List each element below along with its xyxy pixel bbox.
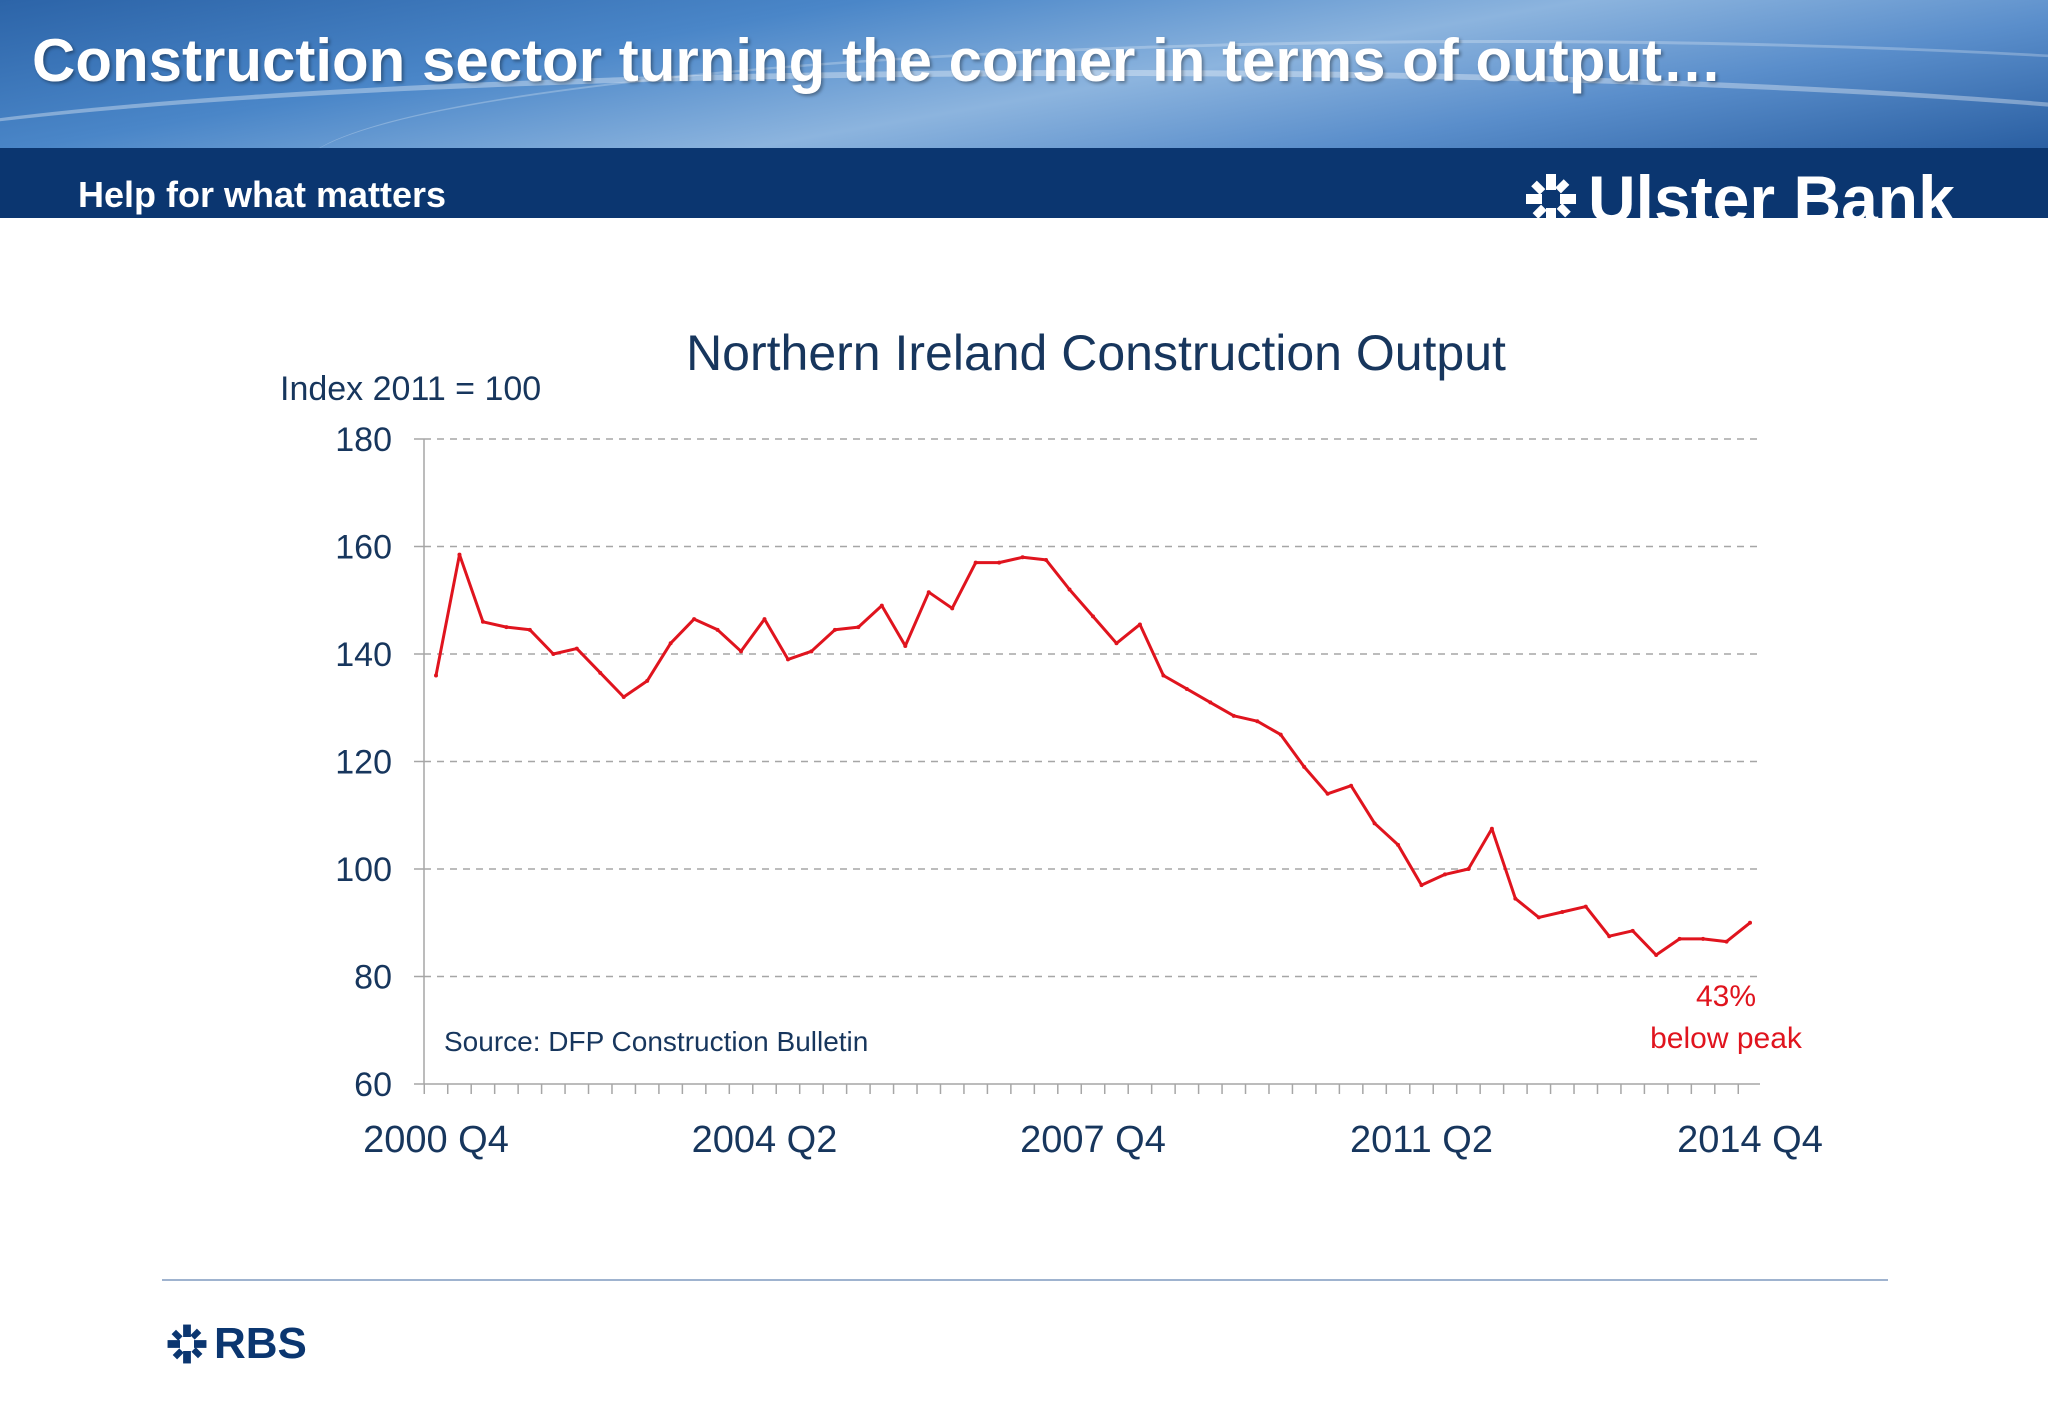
data-point xyxy=(1020,555,1025,560)
data-point xyxy=(1630,928,1635,933)
chart-title: Northern Ireland Construction Output xyxy=(686,325,1506,381)
x-tick-label: 2004 Q2 xyxy=(692,1119,838,1161)
data-point xyxy=(1419,883,1424,888)
data-point xyxy=(574,646,579,651)
data-point xyxy=(739,649,744,654)
data-point xyxy=(903,643,908,648)
x-tick-label: 2014 Q4 xyxy=(1677,1119,1823,1161)
data-point xyxy=(1372,821,1377,826)
y-tick-label: 100 xyxy=(335,851,392,889)
ulster-bank-logo: Ulster Bank xyxy=(1524,166,1955,218)
data-point xyxy=(1184,686,1189,691)
data-point xyxy=(950,606,955,611)
data-point xyxy=(856,625,861,630)
daisy-wheel-icon xyxy=(167,1324,207,1364)
data-point xyxy=(480,619,485,624)
rbs-logo: RBS xyxy=(166,1322,307,1366)
header-banner xyxy=(0,0,2048,148)
data-point xyxy=(1724,939,1729,944)
data-point xyxy=(1255,719,1260,724)
data-point xyxy=(1677,936,1682,941)
x-tick-label: 2000 Q4 xyxy=(363,1119,509,1161)
data-point xyxy=(457,552,462,557)
y-tick-label: 140 xyxy=(335,636,392,674)
data-point xyxy=(551,652,556,656)
data-point xyxy=(1325,791,1330,796)
data-point xyxy=(1396,842,1401,847)
data-point xyxy=(527,627,532,632)
data-point xyxy=(832,627,837,632)
data-point xyxy=(1278,732,1283,737)
data-point xyxy=(434,673,438,678)
data-point xyxy=(1513,896,1518,901)
data-point xyxy=(1091,614,1095,619)
y-tick-label: 160 xyxy=(335,529,392,567)
data-point xyxy=(1560,910,1565,914)
data-point xyxy=(1067,587,1072,592)
x-tick-label: 2011 Q2 xyxy=(1350,1119,1493,1161)
data-point xyxy=(1302,764,1307,769)
data-point xyxy=(1044,557,1049,562)
y-axis-label: Index 2011 = 100 xyxy=(280,370,541,408)
y-tick-label: 80 xyxy=(354,959,392,997)
y-tick-label: 120 xyxy=(335,744,392,782)
data-point xyxy=(668,641,673,646)
slide-title: Construction sector turning the corner i… xyxy=(32,27,1723,94)
data-point xyxy=(1231,713,1236,718)
data-point xyxy=(997,560,1002,565)
y-tick-label: 60 xyxy=(354,1066,392,1104)
data-point xyxy=(879,603,884,608)
data-point xyxy=(692,617,697,622)
data-point xyxy=(926,590,931,595)
daisy-wheel-icon xyxy=(1526,174,1576,218)
data-point xyxy=(1489,826,1494,831)
data-point xyxy=(598,670,603,675)
data-point xyxy=(785,657,790,662)
data-point xyxy=(1442,872,1447,877)
data-point xyxy=(504,625,509,630)
header-band xyxy=(0,148,2048,218)
source-note: Source: DFP Construction Bulletin xyxy=(444,1026,868,1057)
data-point xyxy=(621,695,626,699)
data-point xyxy=(1114,641,1119,646)
data-point xyxy=(762,617,767,622)
data-point xyxy=(1466,867,1471,871)
data-point xyxy=(715,627,720,632)
brand-name: Ulster Bank xyxy=(1588,166,1955,218)
data-point xyxy=(1349,783,1354,788)
data-point xyxy=(645,678,650,683)
data-point xyxy=(1748,920,1752,925)
data-point xyxy=(973,560,978,565)
data-point xyxy=(1654,953,1659,957)
tagline: Help for what matters xyxy=(78,174,447,215)
data-point xyxy=(1701,936,1706,941)
data-point xyxy=(809,649,814,654)
data-point xyxy=(1536,915,1541,920)
annotation-below-peak: below peak xyxy=(1650,1022,1803,1055)
annotation-percent: 43% xyxy=(1696,980,1756,1013)
data-point xyxy=(1583,904,1588,909)
y-tick-label: 180 xyxy=(335,421,392,459)
data-point xyxy=(1208,700,1213,705)
footer-brand-name: RBS xyxy=(214,1319,307,1368)
data-point xyxy=(1137,622,1142,627)
data-point xyxy=(1607,934,1612,939)
x-tick-label: 2007 Q4 xyxy=(1020,1119,1166,1161)
footer-divider xyxy=(162,1279,1888,1281)
data-point xyxy=(1161,673,1166,678)
